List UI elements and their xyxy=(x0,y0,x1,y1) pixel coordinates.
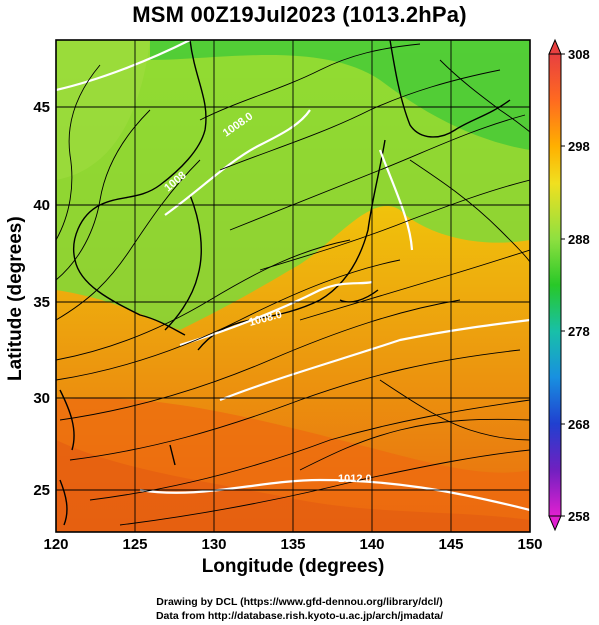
colorbar-top-arrow xyxy=(548,38,562,55)
x-tick-label: 150 xyxy=(517,536,542,553)
colorbar-tick-label: 308 xyxy=(568,47,590,62)
colorbar-tick-label: 268 xyxy=(568,417,590,432)
x-axis-label: Longitude (degrees) xyxy=(201,556,385,577)
colorbar-tick-label: 298 xyxy=(568,139,590,154)
x-tick-label: 120 xyxy=(43,536,68,553)
x-tick-label: 145 xyxy=(438,536,463,553)
contour-label: 1012.0 xyxy=(338,473,372,485)
colorbar: 308 298 288 278 268 258 xyxy=(548,38,590,532)
pressure-contours xyxy=(56,40,530,512)
x-tick-label: 130 xyxy=(201,536,226,553)
credit-data-source: Data from http://database.rish.kyoto-u.a… xyxy=(155,610,444,622)
y-tick-label: 25 xyxy=(33,482,50,499)
y-tick-label: 30 xyxy=(33,390,50,407)
y-tick-label: 40 xyxy=(33,197,50,214)
plot-frame xyxy=(55,39,531,533)
y-axis-label: Latitude (degrees) xyxy=(5,216,26,381)
x-tick-label: 125 xyxy=(122,536,147,553)
chart-title: MSM 00Z19Jul2023 (1013.2hPa) xyxy=(132,2,467,27)
colorbar-tick-label: 278 xyxy=(568,324,590,339)
x-tick-label: 140 xyxy=(359,536,384,553)
colorbar-bottom-arrow xyxy=(548,515,562,532)
wind-streamlines xyxy=(56,43,530,526)
colorbar-tick-label: 258 xyxy=(568,509,590,524)
colorbar-scale xyxy=(548,53,562,517)
credit-drawing: Drawing by DCL (https://www.gfd-dennou.o… xyxy=(156,596,443,608)
y-tick-label: 45 xyxy=(33,99,50,116)
grid xyxy=(56,40,530,532)
y-tick-label: 35 xyxy=(33,294,50,311)
x-tick-label: 135 xyxy=(280,536,305,553)
colorbar-tick-label: 288 xyxy=(568,232,590,247)
